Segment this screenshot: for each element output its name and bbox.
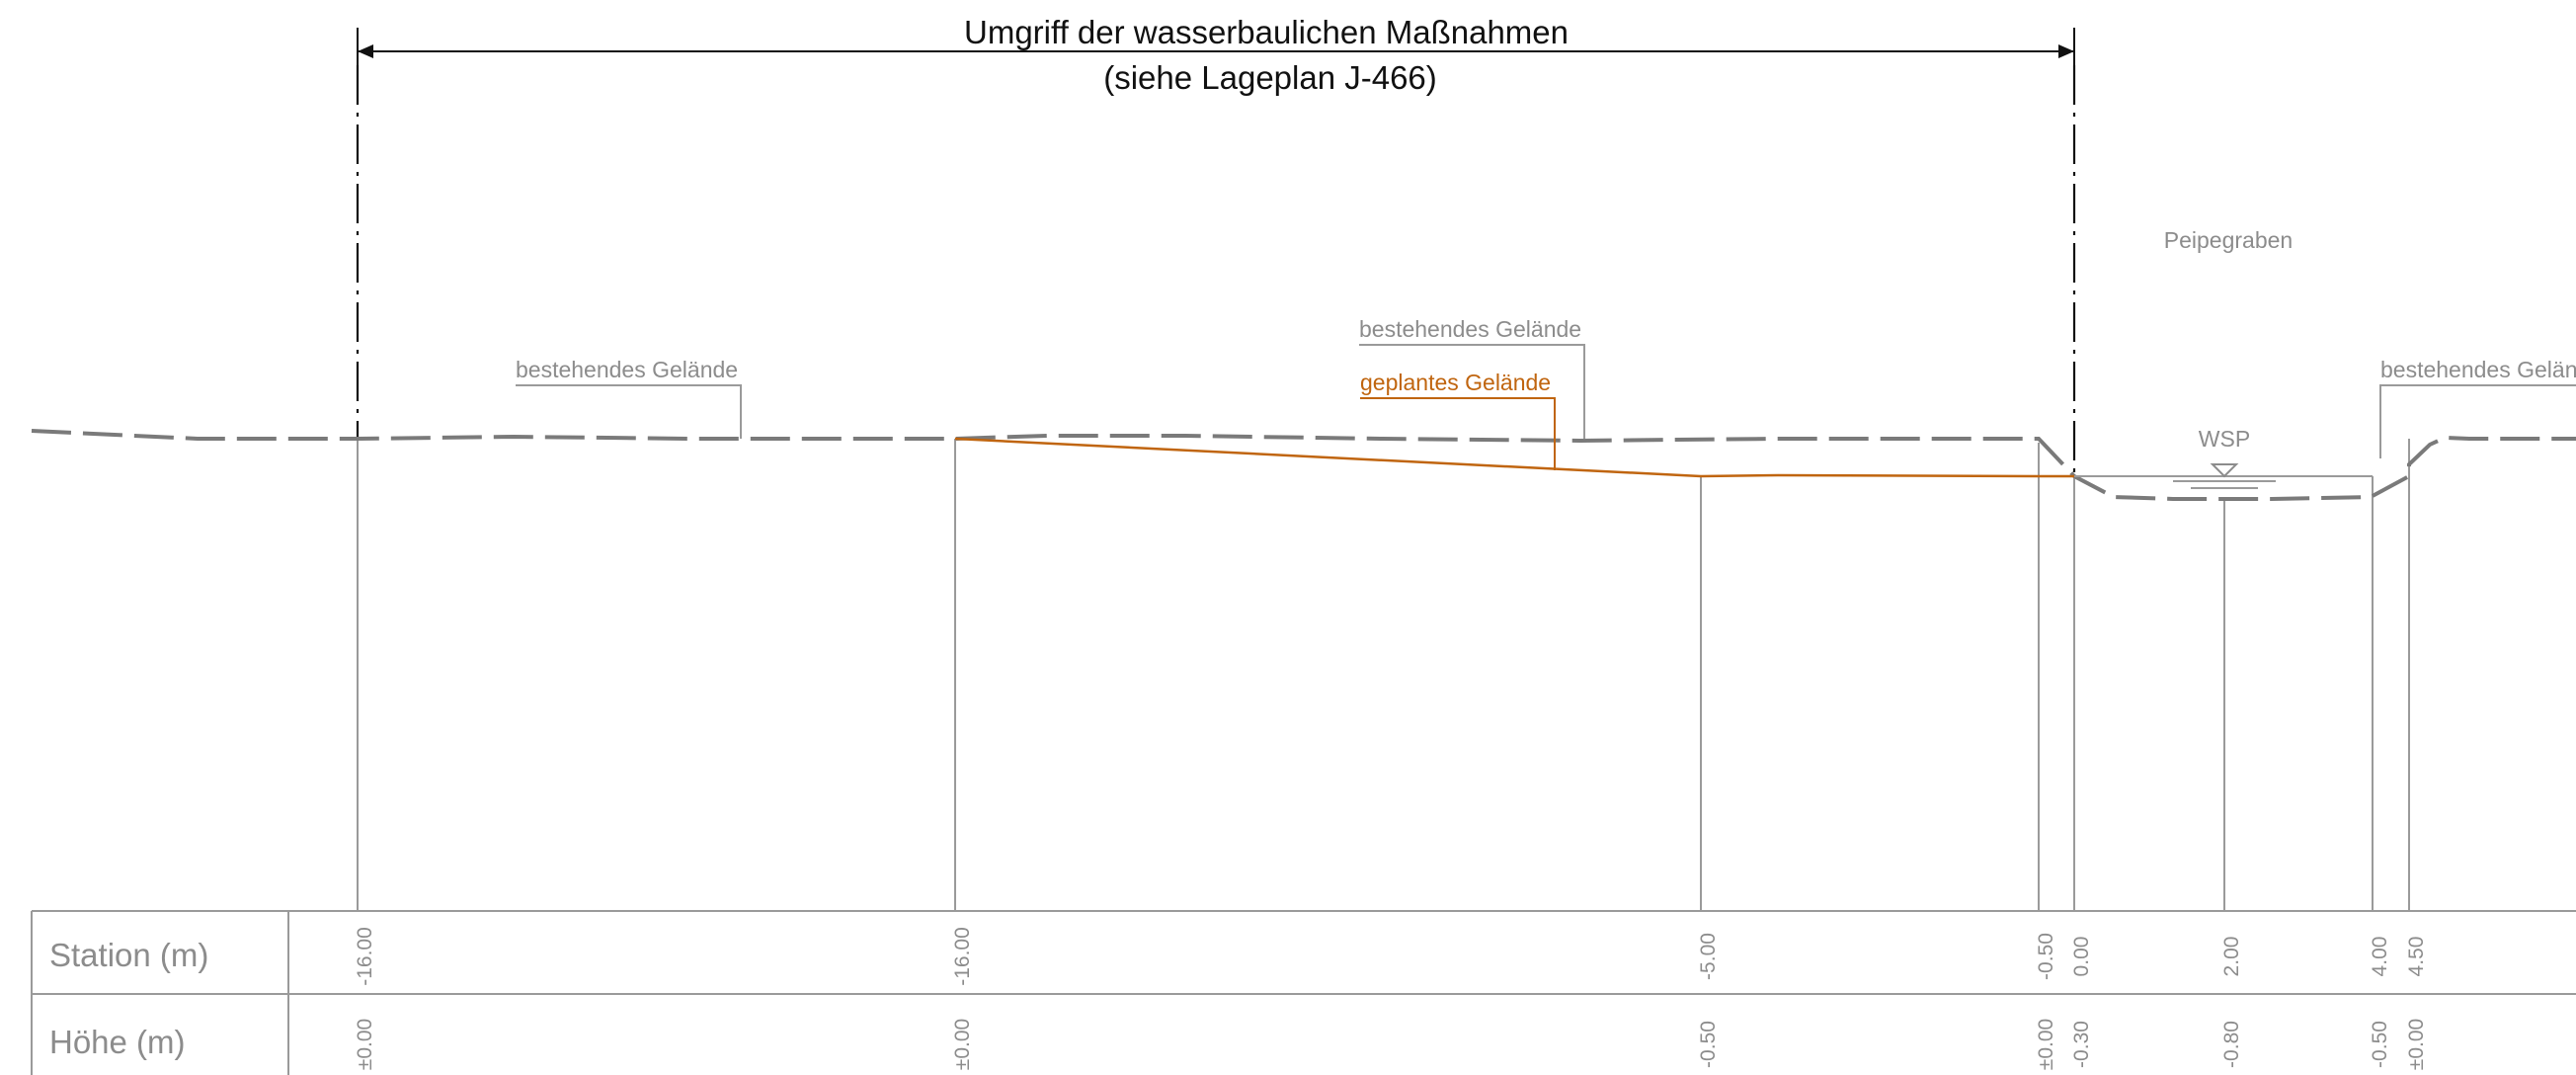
height-value: ±0.00 <box>2035 1019 2057 1070</box>
annotation-existing-left-leader <box>516 384 742 439</box>
height-value: -0.50 <box>2369 1021 2391 1068</box>
station-value: 4.00 <box>2369 937 2391 977</box>
annotation-planned: geplantes Gelände <box>1360 370 1556 470</box>
annotation-existing-right-text: bestehendes Gelän <box>2380 357 2576 382</box>
height-value: ±0.00 <box>951 1019 974 1070</box>
water-level-label: WSP <box>2199 426 2250 452</box>
station-value: -0.50 <box>2035 933 2057 980</box>
height-value: -0.80 <box>2220 1021 2243 1068</box>
waterbody-label: Peipegraben <box>2164 227 2293 253</box>
height-value: ±0.00 <box>354 1019 376 1070</box>
water-level-triangle-icon <box>2210 463 2239 478</box>
station-lines <box>357 439 2410 911</box>
annotation-existing-mid: bestehendes Gelände <box>1359 316 1585 439</box>
station-value: -16.00 <box>951 927 974 986</box>
station-value: 4.50 <box>2405 937 2428 977</box>
extent-arrow-left-icon <box>358 44 373 58</box>
station-value: 2.00 <box>2220 937 2243 977</box>
extent-arrow-right-icon <box>2058 44 2074 58</box>
section-table: Station (m) Höhe (m) -16.00 -16.00 -5.00… <box>31 910 2576 1075</box>
annotation-existing-left: bestehendes Gelände <box>516 357 742 439</box>
station-value: -16.00 <box>354 927 376 986</box>
extent-title-line1: Umgriff der wasserbaulichen Maßnahmen <box>964 14 1569 50</box>
station-row-label: Station (m) <box>49 937 208 973</box>
annotation-existing-right: bestehendes Gelän <box>2379 357 2576 458</box>
height-value: -0.30 <box>2070 1021 2093 1068</box>
annotation-existing-left-text: bestehendes Gelände <box>516 357 738 382</box>
annotation-planned-text: geplantes Gelände <box>1360 370 1551 395</box>
water-level-symbol <box>2173 463 2276 489</box>
existing-terrain-line <box>31 429 2576 501</box>
extent-dimension <box>357 28 2075 65</box>
station-value: -5.00 <box>1697 933 1720 980</box>
annotation-existing-mid-leader <box>1359 344 1585 439</box>
extent-title-line2: (siehe Lageplan J-466) <box>1103 59 1437 96</box>
annotation-existing-mid-text: bestehendes Gelände <box>1359 316 1581 342</box>
annotation-planned-leader <box>1360 397 1556 470</box>
planned-terrain-line <box>954 437 2074 478</box>
height-value: -0.50 <box>1697 1021 1720 1068</box>
station-value: 0.00 <box>2070 937 2093 977</box>
height-value: ±0.00 <box>2405 1019 2428 1070</box>
annotation-existing-right-leader <box>2379 384 2576 458</box>
height-row-label: Höhe (m) <box>49 1024 186 1060</box>
